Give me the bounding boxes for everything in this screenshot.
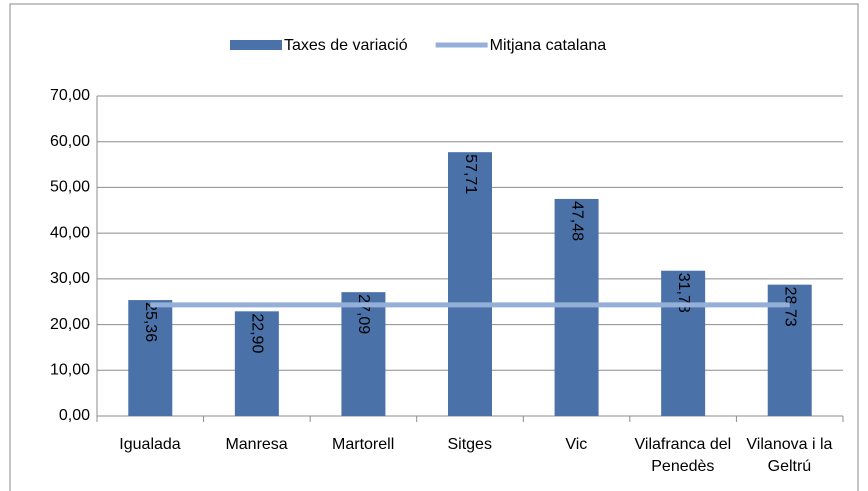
value-label: 25,36 bbox=[142, 302, 159, 342]
bar bbox=[128, 300, 173, 416]
y-tick-label: 40,00 bbox=[50, 224, 90, 241]
value-label: 27,09 bbox=[355, 294, 372, 334]
x-tick-label: Manresa bbox=[225, 436, 288, 453]
x-tick-label: Vilanova i la Geltrú bbox=[746, 436, 833, 475]
x-tick-label: Igualada bbox=[119, 436, 181, 453]
y-tick-label: 60,00 bbox=[50, 133, 90, 150]
chart-frame bbox=[9, 3, 859, 491]
y-tick-label: 10,00 bbox=[50, 362, 90, 379]
legend-swatch bbox=[230, 40, 282, 50]
bar bbox=[234, 311, 279, 416]
x-tick-label: Martorell bbox=[332, 436, 395, 453]
bar bbox=[661, 270, 706, 416]
value-label: 47,48 bbox=[568, 201, 585, 241]
value-label: 28,73 bbox=[781, 287, 798, 327]
x-tick-label: Vilafranca del Penedès bbox=[634, 436, 732, 475]
bar bbox=[341, 292, 386, 416]
value-label: 22,90 bbox=[249, 313, 266, 353]
bar bbox=[448, 152, 492, 416]
value-label: 57,71 bbox=[462, 154, 479, 194]
x-tick-label: Vic bbox=[565, 436, 588, 453]
y-tick-label: 0,00 bbox=[59, 407, 90, 424]
legend-label: Taxes de variació bbox=[284, 37, 408, 54]
x-tick-label: Sitges bbox=[447, 436, 492, 453]
y-tick-label: 50,00 bbox=[50, 179, 90, 196]
y-tick-label: 20,00 bbox=[50, 316, 90, 333]
legend-label: Mitjana catalana bbox=[490, 37, 607, 54]
y-tick-label: 30,00 bbox=[50, 270, 90, 287]
bar bbox=[554, 198, 599, 416]
y-tick-label: 70,00 bbox=[50, 87, 90, 104]
